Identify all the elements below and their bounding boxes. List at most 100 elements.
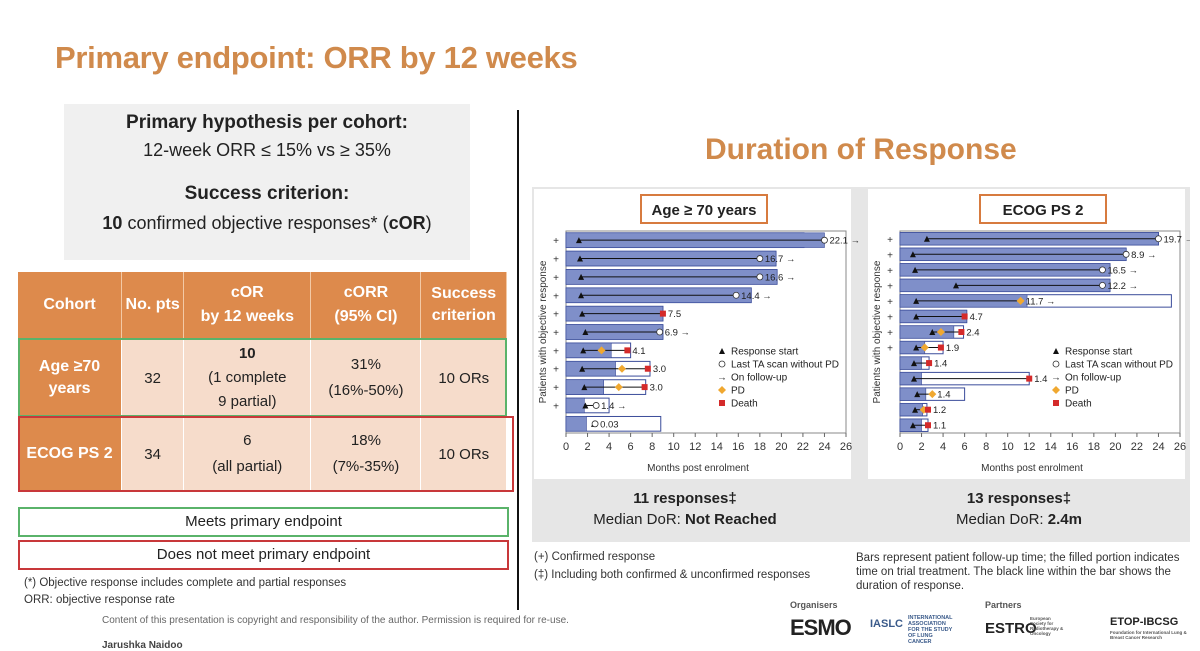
legend-circle xyxy=(1052,360,1060,368)
response-start-marker xyxy=(577,255,583,262)
corr-cell: 18% (7%-35%) xyxy=(310,418,422,490)
vertical-divider xyxy=(517,110,519,610)
etop-logo-subtext: Foundation for International Lung & Brea… xyxy=(1110,630,1187,640)
last-scan-marker xyxy=(591,420,599,428)
success-heading: Success criterion: xyxy=(184,183,350,204)
x-tick-label: 20 xyxy=(775,441,787,453)
value-label: 1.4 xyxy=(934,359,947,370)
footnote-orr: ORR: objective response rate xyxy=(24,594,175,606)
summary-count: 13 responses‡ xyxy=(967,490,1071,507)
death-marker xyxy=(937,344,944,351)
legend-label: On follow-up xyxy=(731,373,788,384)
cor-main: 10 xyxy=(238,345,256,362)
response-start-marker xyxy=(580,347,587,354)
x-axis-label: Months post enrolment xyxy=(981,463,1083,474)
summary-median-label: Median DoR: xyxy=(956,511,1048,528)
legend-diamond xyxy=(1052,386,1060,394)
x-tick-label: 10 xyxy=(668,441,680,453)
header-cor: cOR by 12 weeks xyxy=(183,272,312,338)
x-tick-label: 10 xyxy=(1002,441,1014,453)
x-tick-label: 14 xyxy=(1045,441,1057,453)
success-count: 10 xyxy=(102,213,123,233)
last-scan-marker xyxy=(1122,250,1130,258)
value-label: 4.1 xyxy=(632,346,645,357)
estro-logo: ESTRO xyxy=(985,620,1037,637)
death-marker xyxy=(958,329,965,335)
y-axis-label: Patients with objective response xyxy=(872,260,883,403)
summary-box xyxy=(878,485,1160,529)
corr-cell: 31% (16%-50%) xyxy=(310,338,422,418)
success-criterion: 10 confirmed objective responses* (cOR) xyxy=(64,213,470,234)
value-label: 0.03 xyxy=(600,419,619,430)
legend-square xyxy=(1053,400,1059,406)
confirmed-marker: + xyxy=(553,236,559,247)
legend-label: Response start xyxy=(1065,347,1132,358)
pd-marker xyxy=(928,390,937,399)
response-start-marker xyxy=(578,292,585,299)
slide-title: Primary endpoint: ORR by 12 weeks xyxy=(55,40,578,75)
value-label: 1.4 xyxy=(937,390,950,401)
response-start-marker xyxy=(912,266,919,273)
value-label: 19.7 → xyxy=(1163,234,1190,245)
last-scan-marker xyxy=(756,273,764,281)
legend-label: PD xyxy=(731,386,745,397)
confirmed-marker: + xyxy=(553,401,559,412)
value-label: 1.4 → xyxy=(601,401,626,412)
response-start-marker xyxy=(923,235,930,242)
last-scan-marker xyxy=(592,402,600,409)
death-marker xyxy=(926,360,933,367)
x-tick-label: 2 xyxy=(584,441,590,453)
confirmed-marker: + xyxy=(887,344,893,355)
legend-triangle xyxy=(1053,348,1059,354)
x-tick-label: 24 xyxy=(818,441,830,453)
last-scan-marker xyxy=(821,236,828,244)
response-start-marker xyxy=(578,273,585,280)
legend-label: Death xyxy=(1065,399,1092,410)
header-success: Success criterion xyxy=(420,272,507,338)
legend-diamond xyxy=(718,386,726,394)
death-marker xyxy=(641,384,648,391)
death-marker xyxy=(961,313,968,320)
pd-marker xyxy=(597,346,606,355)
x-tick-label: 8 xyxy=(983,441,989,453)
x-tick-label: 24 xyxy=(1152,441,1164,453)
legend-label: Last TA scan without PD xyxy=(731,360,839,371)
not-meets-outline-ecog xyxy=(18,416,514,492)
response-start-marker xyxy=(913,313,920,320)
header-cohort: Cohort xyxy=(18,272,123,338)
confirmed-marker: + xyxy=(887,281,893,292)
corr-value: 18% xyxy=(350,432,381,449)
response-start-marker xyxy=(929,329,936,335)
confirmed-marker: + xyxy=(887,266,893,277)
pd-marker xyxy=(936,328,945,336)
confirmed-note: (+) Confirmed response xyxy=(534,551,656,563)
x-tick-label: 6 xyxy=(628,441,634,453)
x-tick-label: 0 xyxy=(563,441,569,453)
esmo-logo: ESMO xyxy=(790,615,852,640)
value-label: 12.2 → xyxy=(1107,281,1138,292)
response-start-marker xyxy=(913,297,920,304)
success-text: confirmed objective responses* ( xyxy=(122,213,389,233)
summary-median: Median DoR: 2.4m xyxy=(956,511,1082,528)
x-tick-label: 22 xyxy=(1131,441,1143,453)
meets-outline-age xyxy=(18,338,507,417)
header-corr: cORR (95% CI) xyxy=(310,272,422,338)
table-row: ECOG PS 2 34 6 (all partial) 18% (7%-35%… xyxy=(18,418,507,490)
legend-square xyxy=(719,400,725,406)
x-axis-label: Months post enrolment xyxy=(647,463,749,474)
x-tick-label: 26 xyxy=(840,441,852,453)
pd-marker xyxy=(614,383,623,392)
response-start-marker xyxy=(953,282,959,289)
hypothesis-box: Primary hypothesis per cohort: 12-week O… xyxy=(64,104,470,260)
corr-ci: (16%-50%) xyxy=(328,382,404,399)
summary-median: Median DoR: Not Reached xyxy=(593,511,776,528)
summary-median-label: Median DoR: xyxy=(593,511,685,528)
response-start-marker xyxy=(913,344,920,351)
response-start-marker xyxy=(582,402,589,409)
summary-median-value: Not Reached xyxy=(685,511,777,528)
panel-title: ECOG PS 2 xyxy=(1003,202,1084,219)
x-tick-label: 8 xyxy=(649,441,655,453)
response-start-marker xyxy=(911,375,917,382)
cor-sub1: (all partial) xyxy=(212,458,283,475)
